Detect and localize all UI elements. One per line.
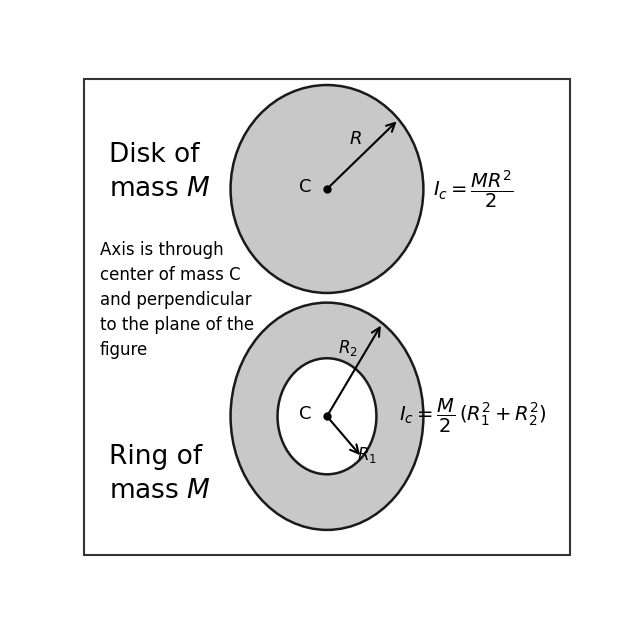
Text: $R_2$: $R_2$ — [338, 338, 358, 358]
Text: Disk of: Disk of — [110, 142, 200, 168]
Ellipse shape — [278, 358, 376, 474]
Text: C: C — [299, 405, 311, 423]
Text: $I_c = \dfrac{MR^2}{2}$: $I_c = \dfrac{MR^2}{2}$ — [433, 168, 513, 210]
Text: $I_c = \dfrac{M}{2}\,(R_1^2 + R_2^2)$: $I_c = \dfrac{M}{2}\,(R_1^2 + R_2^2)$ — [399, 398, 547, 435]
Text: Axis is through
center of mass C
and perpendicular
to the plane of the
figure: Axis is through center of mass C and per… — [100, 241, 254, 359]
Text: Ring of: Ring of — [110, 445, 203, 470]
Text: mass $M$: mass $M$ — [110, 176, 211, 202]
Ellipse shape — [230, 85, 424, 293]
Text: mass $M$: mass $M$ — [110, 478, 211, 504]
FancyBboxPatch shape — [84, 79, 570, 555]
Text: $R$: $R$ — [349, 130, 362, 148]
Ellipse shape — [230, 303, 424, 530]
Text: C: C — [299, 178, 311, 195]
Text: $R_1$: $R_1$ — [357, 445, 377, 465]
